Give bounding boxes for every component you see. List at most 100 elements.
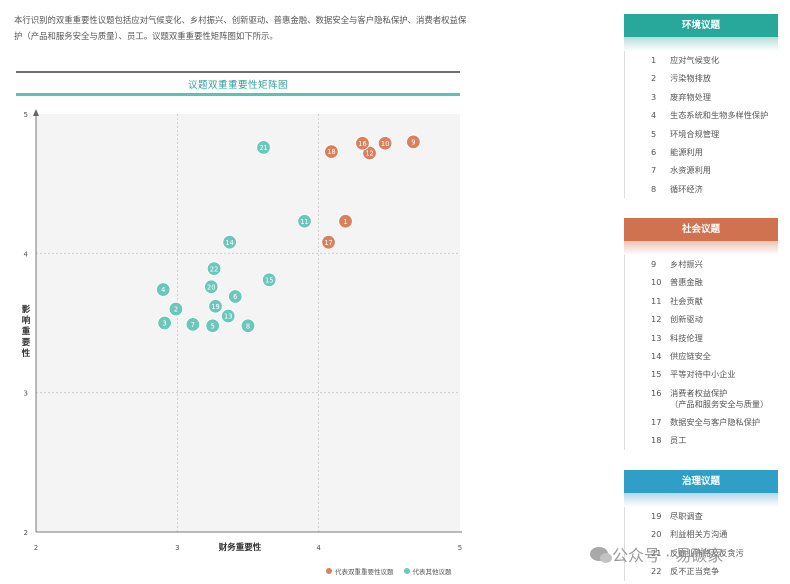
issue-number: 18	[651, 435, 662, 446]
issue-label-line1: 消费者权益保护	[670, 387, 728, 398]
issue-label: 消费者权益保护 （产品和服务安全与质量）	[670, 388, 778, 410]
issue-number: 17	[651, 416, 662, 427]
issue-number: 21	[651, 547, 662, 558]
issue-row: 9 乡村振兴	[651, 255, 778, 273]
issue-point-5	[205, 318, 220, 333]
issue-point-1	[338, 214, 353, 229]
issue-row: 8 循环经济	[651, 180, 778, 198]
issue-point-label-9: 9	[411, 138, 415, 146]
issue-number: 5	[651, 128, 657, 139]
issue-point-label-12: 12	[365, 150, 373, 158]
issue-point-label-10: 10	[381, 140, 389, 148]
issue-point-2	[168, 301, 184, 317]
x-tick-label: 3	[175, 544, 179, 552]
issue-number: 11	[651, 295, 662, 306]
x-tick-label: 2	[34, 544, 38, 552]
issue-label: 普惠金融	[670, 277, 703, 288]
issue-point-label-6: 6	[233, 293, 237, 301]
issue-label: 废弃物处理	[670, 91, 711, 102]
y-axis-label: 影响重要性	[22, 304, 31, 359]
issue-point-4	[155, 282, 171, 297]
issue-label: 数据安全与客户隐私保护	[670, 416, 761, 427]
issue-point-label-3: 3	[163, 320, 167, 328]
issue-point-label-19: 19	[211, 303, 219, 311]
issue-row: 4 生态系统和生物多样性保护	[651, 106, 778, 124]
issue-point-22	[206, 261, 222, 276]
environment-issue-list: 1 应对气候变化 2 污染物排放 3 废弃物处理 4 生态系统和生物多样性保护 5 环境合…	[624, 51, 778, 199]
issue-label: 生态系统和生物多样性保护	[670, 110, 769, 121]
issue-point-label-8: 8	[246, 322, 250, 330]
issue-label: 供应链安全	[670, 351, 711, 362]
issue-point-21	[256, 140, 271, 155]
issue-label: 尽职调查	[670, 511, 703, 521]
legend-item-other: 代表其他议题	[403, 566, 452, 576]
issue-row: 13 科技伦理	[651, 329, 778, 347]
issue-label: 环境合规管理	[670, 128, 720, 139]
issue-point-6	[228, 289, 243, 304]
issue-point-label-17: 17	[324, 239, 332, 247]
issue-row: 18 员工	[651, 431, 778, 449]
issue-row: 20 利益相关方沟通	[651, 525, 778, 543]
issue-number: 6	[651, 147, 657, 158]
issue-number: 14	[651, 351, 662, 362]
legend-swatch-double	[326, 568, 332, 574]
issue-label: 循环经济	[670, 183, 703, 194]
issue-row: 16 消费者权益保护 （产品和服务安全与质量）	[651, 384, 778, 413]
issue-point-12	[362, 145, 377, 161]
chart-title-underline	[16, 93, 460, 96]
issue-number: 20	[651, 529, 662, 540]
issue-point-label-1: 1	[343, 218, 347, 226]
issue-number: 13	[651, 332, 662, 343]
issue-number: 1	[651, 55, 657, 65]
issue-label: 社会贡献	[670, 295, 703, 306]
issue-point-7	[185, 317, 201, 332]
issue-point-label-21: 21	[259, 144, 267, 152]
governance-panel-title: 治理议题	[624, 470, 778, 494]
environment-panel-shadow	[624, 37, 778, 51]
social-panel-shadow	[624, 241, 778, 255]
issue-label: 应对气候变化	[670, 55, 720, 65]
y-tick-label: 2	[24, 529, 28, 537]
issue-label: 反不正当竞争	[670, 566, 720, 577]
issue-point-10	[377, 136, 393, 151]
environment-panel-title: 环境议题	[624, 14, 778, 38]
issue-label: 污染物排放	[670, 73, 711, 84]
issue-row: 6 能源利用	[651, 143, 778, 161]
issue-point-label-22: 22	[210, 265, 218, 273]
issue-number: 9	[651, 259, 657, 269]
issue-number: 2	[651, 73, 657, 84]
y-tick-label: 5	[24, 111, 28, 119]
issue-point-label-4: 4	[161, 286, 165, 294]
issue-number: 12	[651, 314, 662, 325]
issue-number: 10	[651, 277, 662, 288]
environment-issues-panel: 环境议题 1 应对气候变化 2 污染物排放 3 废弃物处理 4 生态系统和生物多样性保护…	[624, 14, 778, 199]
issue-point-label-14: 14	[225, 239, 233, 247]
legend-label-double: 代表双重重要性议题	[335, 568, 394, 576]
issue-row: 1 应对气候变化	[651, 51, 778, 69]
x-tick-label: 4	[316, 544, 321, 552]
issue-number: 16	[651, 387, 662, 398]
issue-row: 10 普惠金融	[651, 273, 778, 291]
issue-point-8	[240, 318, 256, 333]
issue-number: 4	[651, 110, 657, 121]
legend-item-double: 代表双重重要性议题	[326, 566, 394, 576]
issue-row: 22 反不正当竞争	[651, 562, 778, 580]
issue-label: 平等对待中小企业	[670, 369, 736, 380]
x-tick-label: 5	[458, 544, 462, 552]
y-tick-label: 3	[24, 390, 28, 398]
wechat-icon	[590, 547, 612, 563]
governance-panel-shadow	[624, 493, 778, 507]
issue-number: 7	[651, 165, 657, 176]
issue-point-label-20: 20	[207, 283, 215, 291]
issue-point-13	[221, 308, 236, 324]
issue-label: 创新驱动	[670, 314, 703, 325]
legend-swatch-other	[403, 568, 410, 574]
governance-issues-panel: 治理议题 19 尽职调查 20 利益相关方沟通 21 反商业贿赂及反贪污 22 反不正当…	[624, 470, 778, 581]
issue-point-label-5: 5	[211, 322, 215, 330]
issue-point-16	[355, 136, 370, 151]
issue-row: 17 数据安全与客户隐私保护	[651, 413, 778, 431]
issue-row: 3 废弃物处理	[651, 88, 778, 106]
issue-point-label-7: 7	[191, 321, 195, 329]
issue-label: 能源利用	[670, 147, 703, 158]
